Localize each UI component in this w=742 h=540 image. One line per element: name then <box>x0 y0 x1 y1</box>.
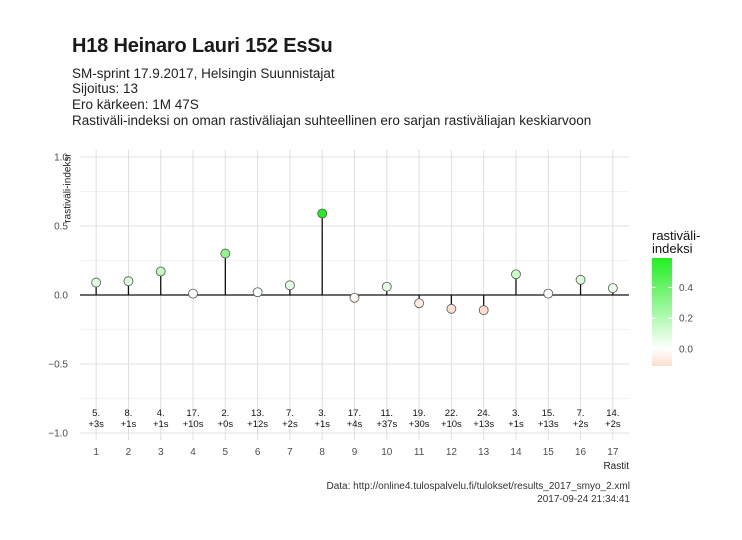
data-source-caption: Data: http://online4.tulospalvelu.fi/tul… <box>326 481 630 492</box>
data-point-14 <box>511 269 521 280</box>
legend-title-line1: rastiväli- <box>652 228 700 243</box>
diff-label-9: +4s <box>347 419 363 430</box>
diff-label-14: +1s <box>508 419 524 430</box>
x-tick-label: 14 <box>510 447 522 458</box>
y-tick-label: 0.5 <box>54 221 68 232</box>
chart-subtitle-description: Rastiväli-indeksi on oman rastiväliajan … <box>72 113 592 128</box>
x-tick-label: 8 <box>319 447 325 458</box>
rank-label-5: 2. <box>221 408 229 419</box>
diff-label-1: +3s <box>88 419 104 430</box>
x-tick-label: 7 <box>287 447 293 458</box>
diff-label-17: +2s <box>605 419 621 430</box>
data-label-layer: 5.+3s8.+1s4.+1s17.+10s2.+0s13.+12s7.+2s3… <box>88 408 621 430</box>
x-tick-label: 12 <box>446 447 458 458</box>
diff-label-16: +2s <box>573 419 589 430</box>
data-point-3 <box>155 266 166 277</box>
rank-label-2: 8. <box>124 408 132 419</box>
y-tick-label: 1.0 <box>54 152 68 163</box>
x-tick-label: 15 <box>543 447 555 458</box>
y-tick-label: 0.0 <box>54 291 68 302</box>
data-point-12 <box>446 303 457 314</box>
data-point-6 <box>252 287 263 298</box>
rank-label-6: 13. <box>251 408 264 419</box>
rank-label-8: 3. <box>318 408 326 419</box>
x-tick-label: 17 <box>607 447 619 458</box>
diff-label-3: +1s <box>153 419 169 430</box>
rank-label-15: 15. <box>542 408 555 419</box>
x-tick-label: 10 <box>381 447 393 458</box>
data-point-15 <box>543 288 554 299</box>
data-point-5 <box>220 248 231 259</box>
x-tick-label: 9 <box>352 447 358 458</box>
data-point-13 <box>478 305 489 316</box>
data-point-16 <box>575 274 586 285</box>
x-tick-label: 13 <box>478 447 490 458</box>
rank-label-13: 24. <box>477 408 490 419</box>
chart-subtitle-gap: Ero kärkeen: 1M 47S <box>72 97 199 112</box>
legend-colorbar <box>652 258 672 366</box>
data-point-9 <box>349 292 360 303</box>
x-tick-label: 11 <box>414 447 425 458</box>
x-tick-label: 2 <box>126 447 132 458</box>
diff-label-6: +12s <box>247 419 268 430</box>
y-tick-label: −1.0 <box>48 429 68 440</box>
diff-label-5: +0s <box>218 419 234 430</box>
rank-label-7: 7. <box>286 408 294 419</box>
diff-label-11: +30s <box>409 419 430 430</box>
diff-label-2: +1s <box>121 419 137 430</box>
rank-label-16: 7. <box>577 408 585 419</box>
x-axis-label: Rastit <box>603 461 629 472</box>
data-point-8 <box>317 208 328 219</box>
legend-ticks: 0.4 0.2 0.0 <box>652 283 693 356</box>
x-tick-label: 4 <box>190 447 196 458</box>
x-tick-label: 5 <box>223 447 229 458</box>
diff-label-13: +13s <box>473 419 494 430</box>
color-legend: rastiväli- indeksi 0.4 0.2 0.0 <box>652 228 700 366</box>
data-point-10 <box>381 281 392 292</box>
rank-label-12: 22. <box>445 408 458 419</box>
rank-label-9: 17. <box>348 408 361 419</box>
rank-label-1: 5. <box>92 408 100 419</box>
x-tick-label: 1 <box>93 447 99 458</box>
data-point-7 <box>285 280 295 291</box>
x-tick-label: 3 <box>158 447 164 458</box>
data-point-2 <box>123 276 134 287</box>
diff-label-8: +1s <box>314 419 330 430</box>
diff-label-12: +10s <box>441 419 462 430</box>
diff-label-15: +13s <box>538 419 559 430</box>
axis-tick-layer: −1.0−0.50.00.51.01 2 3 4 5 6 7 8 9 10 11 12 13 14 15 16… <box>48 152 619 458</box>
data-point-1 <box>91 277 102 288</box>
rank-label-10: 11. <box>381 408 394 419</box>
chart-subtitle-placing: Sijoitus: 13 <box>72 81 139 96</box>
rank-label-17: 14. <box>606 408 619 419</box>
chart-subtitle-event: SM-sprint 17.9.2017, Helsingin Suunnista… <box>72 66 335 81</box>
diff-label-4: +10s <box>183 419 204 430</box>
rank-label-3: 4. <box>157 408 165 419</box>
legend-title-line2: indeksi <box>652 241 693 256</box>
chart-title: H18 Heinaro Lauri 152 EsSu <box>72 35 333 57</box>
legend-tick-label: 0.2 <box>679 314 693 325</box>
rank-label-4: 17. <box>186 408 199 419</box>
legend-tick-label: 0.0 <box>679 345 693 356</box>
data-point-17 <box>607 283 618 293</box>
x-tick-label: 16 <box>575 447 587 458</box>
rank-label-14: 3. <box>512 408 520 419</box>
y-tick-label: −0.5 <box>48 360 68 371</box>
timestamp-caption: 2017-09-24 21:34:41 <box>537 494 630 505</box>
diff-label-7: +2s <box>282 419 298 430</box>
data-point-11 <box>414 298 424 309</box>
rank-label-11: 19. <box>412 408 425 419</box>
point-layer <box>91 208 618 316</box>
diff-label-10: +37s <box>376 419 397 430</box>
x-tick-label: 6 <box>255 447 261 458</box>
legend-tick-label: 0.4 <box>679 283 693 294</box>
data-point-4 <box>188 288 198 299</box>
